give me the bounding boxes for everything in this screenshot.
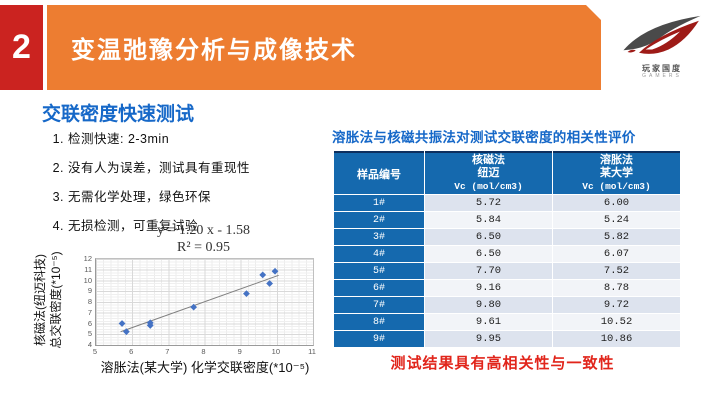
table-row: 9# 9.95 10.86 xyxy=(334,331,680,347)
conclusion-text: 测试结果具有高相关性与一致性 xyxy=(390,355,615,372)
data-point xyxy=(243,290,250,298)
data-point xyxy=(190,303,198,311)
sample-id-cell: 7# xyxy=(334,297,424,313)
swelling-value-cell: 10.86 xyxy=(553,331,680,347)
logo-text-cn: 玩家国度 xyxy=(642,64,682,73)
correlation-table: 样品编号 核磁法 纽迈 Vc (mol/cm3) 溶胀法 某大学 Vc (mol… xyxy=(333,150,681,348)
sample-id-cell: 6# xyxy=(334,280,424,296)
table-row: 6# 9.16 8.78 xyxy=(334,280,680,296)
title-banner: 变温弛豫分析与成像技术 xyxy=(47,5,601,90)
nmr-value-cell: 9.95 xyxy=(425,331,552,347)
section-title: 交联密度快速测试 xyxy=(42,104,195,125)
x-tick-label: 7 xyxy=(165,347,170,356)
col-header-swelling: 溶胀法 某大学 Vc (mol/cm3) xyxy=(553,151,680,194)
sample-id-cell: 9# xyxy=(334,331,424,347)
nmr-value-cell: 9.80 xyxy=(425,297,552,313)
slide-title: 变温弛豫分析与成像技术 xyxy=(71,37,357,64)
nmr-value-cell: 5.72 xyxy=(425,195,552,211)
nmr-value-cell: 7.70 xyxy=(425,263,552,279)
y-tick-label: 12 xyxy=(83,254,92,263)
nmr-value-cell: 6.50 xyxy=(425,246,552,262)
table-row: 1# 5.72 6.00 xyxy=(334,195,680,211)
data-point xyxy=(266,280,273,287)
feature-list: 检测快速: 2-3min 没有人为误差，测试具有重现性 无需化学处理，绿色环保 … xyxy=(48,128,348,244)
swelling-value-cell: 10.52 xyxy=(553,314,680,330)
y-tick-label: 9 xyxy=(87,286,92,296)
sample-id-cell: 3# xyxy=(334,229,424,245)
x-tick-label: 8 xyxy=(201,347,206,356)
feature-item: 没有人为误差，测试具有重现性 xyxy=(68,157,348,176)
y-tick-label: 6 xyxy=(87,318,92,328)
y-tick-label: 11 xyxy=(84,264,92,274)
table-row: 4# 6.50 6.07 xyxy=(334,246,680,262)
slide-number: 2 xyxy=(12,28,31,66)
nmr-value-cell: 9.16 xyxy=(425,280,552,296)
x-tick-label: 9 xyxy=(237,347,242,356)
scatter-canvas xyxy=(118,267,279,336)
logo-text-en: GAMERS xyxy=(642,73,682,79)
x-tick-label: 6 xyxy=(129,347,134,356)
data-point xyxy=(122,328,130,336)
y-tick-label: 5 xyxy=(87,329,92,339)
r-squared: R² = 0.95 xyxy=(177,240,230,255)
slide-number-box: 2 xyxy=(0,5,43,90)
brand-logo: 玩家国度 GAMERS xyxy=(617,12,707,96)
col-header-nmr: 核磁法 纽迈 Vc (mol/cm3) xyxy=(425,151,552,194)
table-body: 1# 5.72 6.00 2# 5.84 5.24 3# 6.50 5.82 4# 6.50 6.07… xyxy=(334,195,680,347)
col-header-sample: 样品编号 xyxy=(334,151,424,194)
data-point xyxy=(259,271,267,279)
x-tick-label: 5 xyxy=(92,347,98,356)
nmr-value-cell: 9.61 xyxy=(425,314,552,330)
equation-line: y = 1.20 x - 1.58 xyxy=(156,223,251,238)
swelling-value-cell: 7.52 xyxy=(553,263,680,279)
table-row: 3# 6.50 5.82 xyxy=(334,229,680,245)
table-row: 7# 9.80 9.72 xyxy=(334,297,680,313)
nmr-value-cell: 5.84 xyxy=(425,212,552,228)
eye-logo-icon xyxy=(623,15,701,54)
table-title: 溶胀法与核磁共振法对测试交联密度的相关性评价 xyxy=(332,130,636,145)
table-row: 8# 9.61 10.52 xyxy=(334,314,680,330)
scatter-plot xyxy=(95,258,314,346)
table-row: 5# 7.70 7.52 xyxy=(334,263,680,279)
sample-id-cell: 2# xyxy=(334,212,424,228)
x-tick-label: 11 xyxy=(308,347,316,356)
sample-id-cell: 1# xyxy=(334,195,424,211)
x-axis-label: 溶胀法(某大学) 化学交联密度(*10⁻⁵) xyxy=(100,360,310,375)
swelling-value-cell: 5.82 xyxy=(553,229,680,245)
data-point xyxy=(271,267,279,275)
y-tick-label: 10 xyxy=(83,275,92,285)
scatter-chart: y = 1.20 x - 1.58 R² = 0.95 核磁法(纽迈科技) 总交… xyxy=(15,222,335,392)
y-tick-label: 7 xyxy=(87,307,92,317)
y-axis-label: 核磁法(纽迈科技) 总交联密度(*10⁻⁵) xyxy=(33,251,63,349)
sample-id-cell: 4# xyxy=(334,246,424,262)
trendline xyxy=(120,274,279,333)
swelling-value-cell: 6.00 xyxy=(553,195,680,211)
feature-item: 无需化学处理，绿色环保 xyxy=(68,186,348,205)
table-header: 样品编号 核磁法 纽迈 Vc (mol/cm3) 溶胀法 某大学 Vc (mol… xyxy=(334,151,680,194)
swelling-value-cell: 9.72 xyxy=(553,297,680,313)
y-tick-label: 4 xyxy=(87,340,92,349)
feature-item: 无损检测，可重复试验 xyxy=(68,215,348,234)
y-tick-label: 8 xyxy=(87,297,92,306)
sample-id-cell: 8# xyxy=(334,314,424,330)
nmr-value-cell: 6.50 xyxy=(425,229,552,245)
regression-equation: y = 1.20 x - 1.58 R² = 0.95 xyxy=(95,222,312,256)
sample-id-cell: 5# xyxy=(334,263,424,279)
table-row: 2# 5.84 5.24 xyxy=(334,212,680,228)
swelling-value-cell: 8.78 xyxy=(553,280,680,296)
swelling-value-cell: 5.24 xyxy=(553,212,680,228)
swelling-value-cell: 6.07 xyxy=(553,246,680,262)
x-tick-label: 10 xyxy=(271,347,280,356)
data-point xyxy=(118,320,126,327)
feature-item: 检测快速: 2-3min xyxy=(68,128,348,147)
